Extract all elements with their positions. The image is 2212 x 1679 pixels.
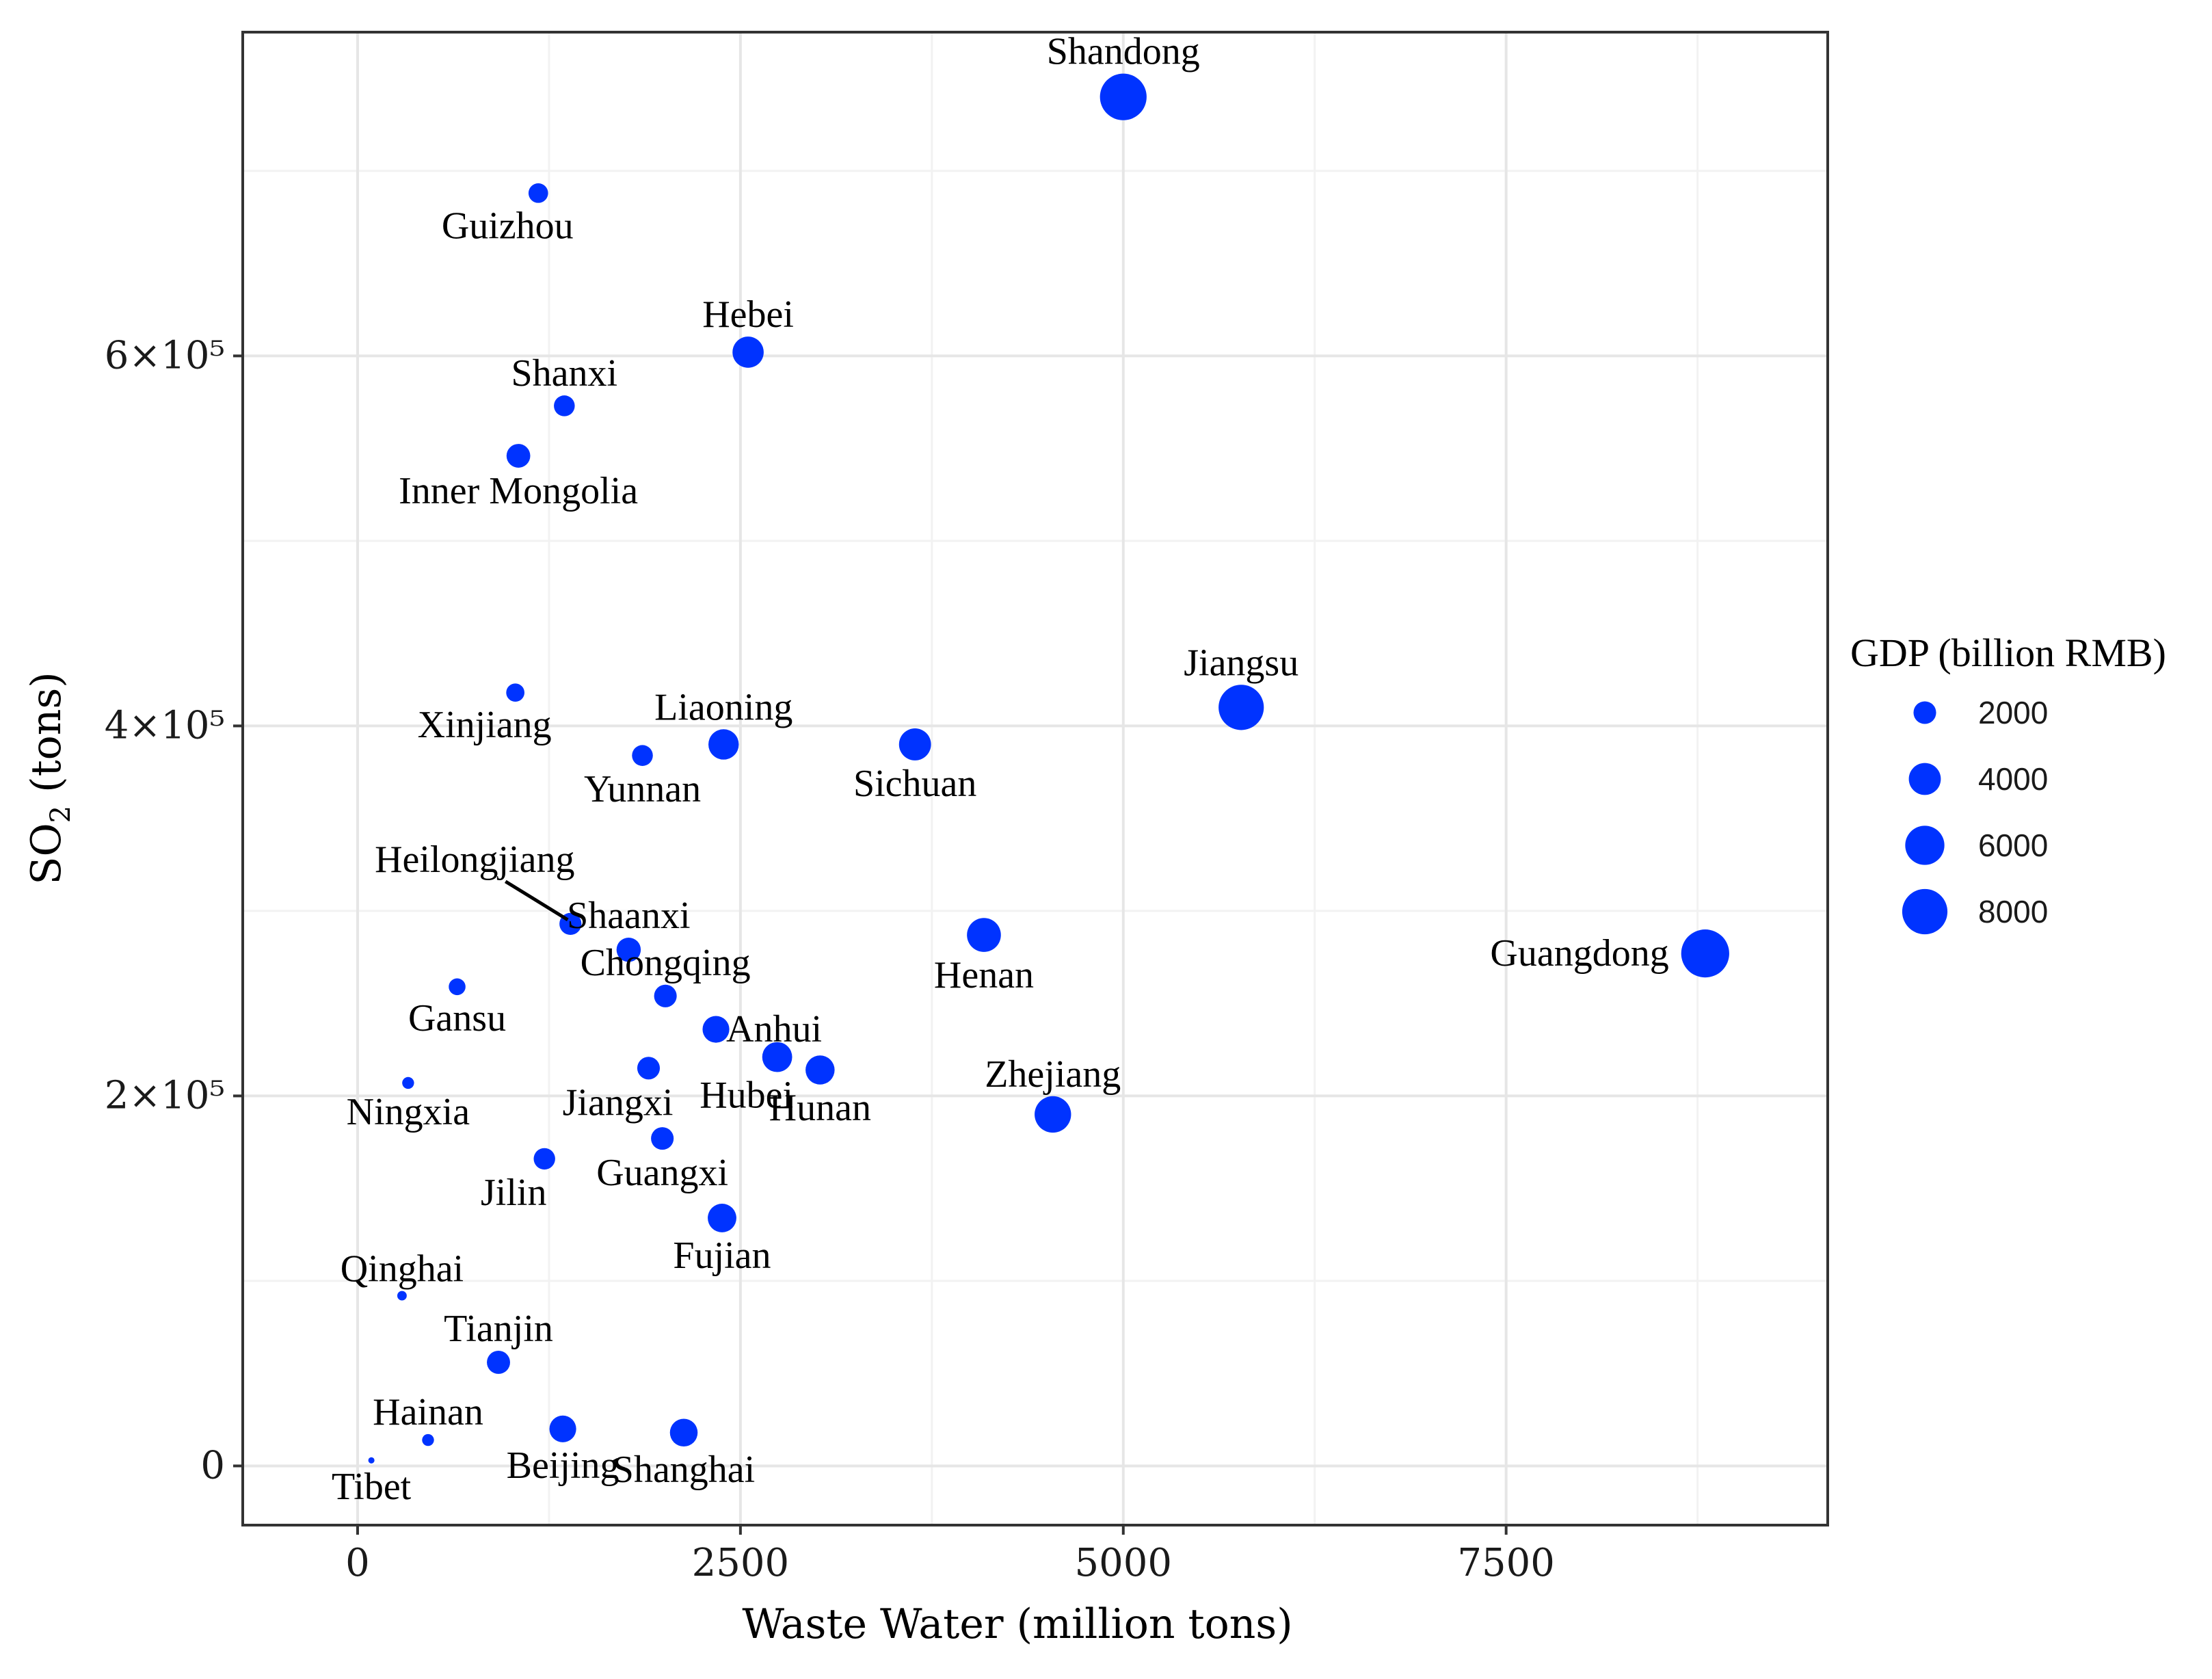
data-point	[762, 1042, 792, 1072]
point-label: Xinjiang	[418, 704, 552, 746]
point-label: Ningxia	[347, 1091, 470, 1133]
legend-symbol	[1908, 763, 1941, 795]
point-label: Tianjin	[444, 1308, 553, 1350]
point-label: Shandong	[1047, 31, 1200, 73]
legend-entries: 2000 4000 6000 8000	[1902, 695, 2048, 935]
point-label: Henan	[934, 954, 1034, 996]
legend-label: 2000	[1978, 695, 2048, 730]
point-label: Hunan	[769, 1087, 871, 1129]
data-point	[732, 336, 764, 368]
point-label: Anhui	[726, 1008, 822, 1050]
legend-symbol	[1913, 701, 1936, 724]
point-label: Chongqing	[581, 942, 751, 984]
data-point	[1100, 73, 1147, 120]
point-label: Shaanxi	[567, 895, 690, 937]
y-axis-title: SO2 (tons)	[23, 672, 77, 884]
point-label: Fujian	[673, 1234, 771, 1277]
data-point	[368, 1457, 375, 1464]
data-point	[708, 1204, 736, 1232]
point-label: Jiangsu	[1184, 642, 1298, 684]
point-label: Shanxi	[511, 352, 618, 395]
data-point	[637, 1057, 661, 1080]
point-label: Zhejiang	[985, 1053, 1121, 1096]
panel-background	[243, 32, 1828, 1525]
y-tick-label: 4×10⁵	[105, 703, 225, 748]
point-label: Tibet	[332, 1466, 412, 1508]
data-point	[554, 395, 575, 417]
data-point	[702, 1016, 730, 1043]
point-label: Liaoning	[654, 686, 792, 728]
x-tick-label: 7500	[1457, 1541, 1555, 1585]
point-label: Shanghai	[613, 1449, 755, 1491]
data-point	[506, 444, 531, 468]
data-point	[397, 1291, 407, 1301]
y-axis-title-main: SO	[23, 823, 70, 884]
x-axis-ticks: 0 2500 5000 7500	[345, 1525, 1555, 1585]
legend-symbol	[1902, 888, 1948, 935]
point-label: Hubei	[699, 1074, 793, 1117]
data-point	[402, 1076, 414, 1089]
point-label: Hebei	[702, 293, 794, 336]
legend-label: 6000	[1978, 828, 2048, 863]
point-label: Hainan	[373, 1391, 483, 1433]
point-label: Beijing	[507, 1444, 619, 1487]
y-axis-title-tail: (tons)	[23, 672, 70, 806]
point-label: Guangdong	[1490, 932, 1668, 975]
point-label: Heilongjiang	[375, 838, 574, 881]
y-tick-label: 2×10⁵	[105, 1073, 225, 1118]
legend: GDP (billion RMB) 2000 4000 6000 8000	[1850, 631, 2166, 935]
legend-label: 8000	[1978, 894, 2048, 929]
x-axis-title: Waste Water (million tons)	[742, 1600, 1292, 1648]
y-tick-label: 6×10⁵	[105, 333, 225, 378]
data-point	[422, 1433, 434, 1446]
data-point	[1681, 929, 1729, 978]
data-point	[506, 683, 524, 702]
point-label: Jilin	[481, 1172, 546, 1214]
data-point	[487, 1350, 510, 1374]
data-point	[805, 1055, 835, 1085]
point-label: Sichuan	[853, 763, 976, 805]
y-axis-title-subscript: 2	[45, 806, 77, 823]
point-labels: Shandong Guizhou Hebei Shanxi Inner Mongolia…	[332, 31, 1669, 1508]
data-point	[651, 1127, 674, 1150]
point-label: Gansu	[408, 997, 506, 1040]
data-point	[669, 1418, 698, 1447]
callout-line	[504, 880, 569, 921]
x-tick-label: 0	[345, 1541, 370, 1585]
data-point	[616, 937, 641, 962]
data-point	[654, 984, 677, 1007]
point-label: Yunnan	[584, 768, 701, 810]
data-point	[533, 1148, 555, 1170]
grid-lines	[243, 32, 1828, 1525]
data-point	[967, 918, 1001, 952]
point-label: Guangxi	[596, 1152, 728, 1194]
x-tick-label: 2500	[692, 1541, 790, 1585]
legend-label: 4000	[1978, 761, 2048, 797]
y-tick-label: 0	[200, 1443, 225, 1488]
data-point	[1035, 1096, 1071, 1133]
data-point	[898, 728, 931, 761]
x-tick-label: 5000	[1075, 1541, 1173, 1585]
data-points	[368, 73, 1729, 1464]
legend-title: GDP (billion RMB)	[1850, 631, 2166, 675]
point-label: Jiangxi	[563, 1081, 674, 1124]
point-label: Guizhou	[442, 205, 574, 248]
data-point	[1218, 685, 1264, 730]
legend-symbol	[1905, 825, 1945, 865]
data-point	[632, 745, 653, 766]
y-axis-ticks: 0 2×10⁵ 4×10⁵ 6×10⁵	[105, 333, 243, 1488]
point-label: Qinghai	[341, 1248, 464, 1291]
point-label: Inner Mongolia	[399, 470, 638, 512]
data-point	[449, 978, 466, 996]
panel-border	[241, 31, 1829, 1526]
data-point	[549, 1415, 576, 1442]
data-point	[528, 183, 548, 203]
data-point	[708, 729, 739, 760]
